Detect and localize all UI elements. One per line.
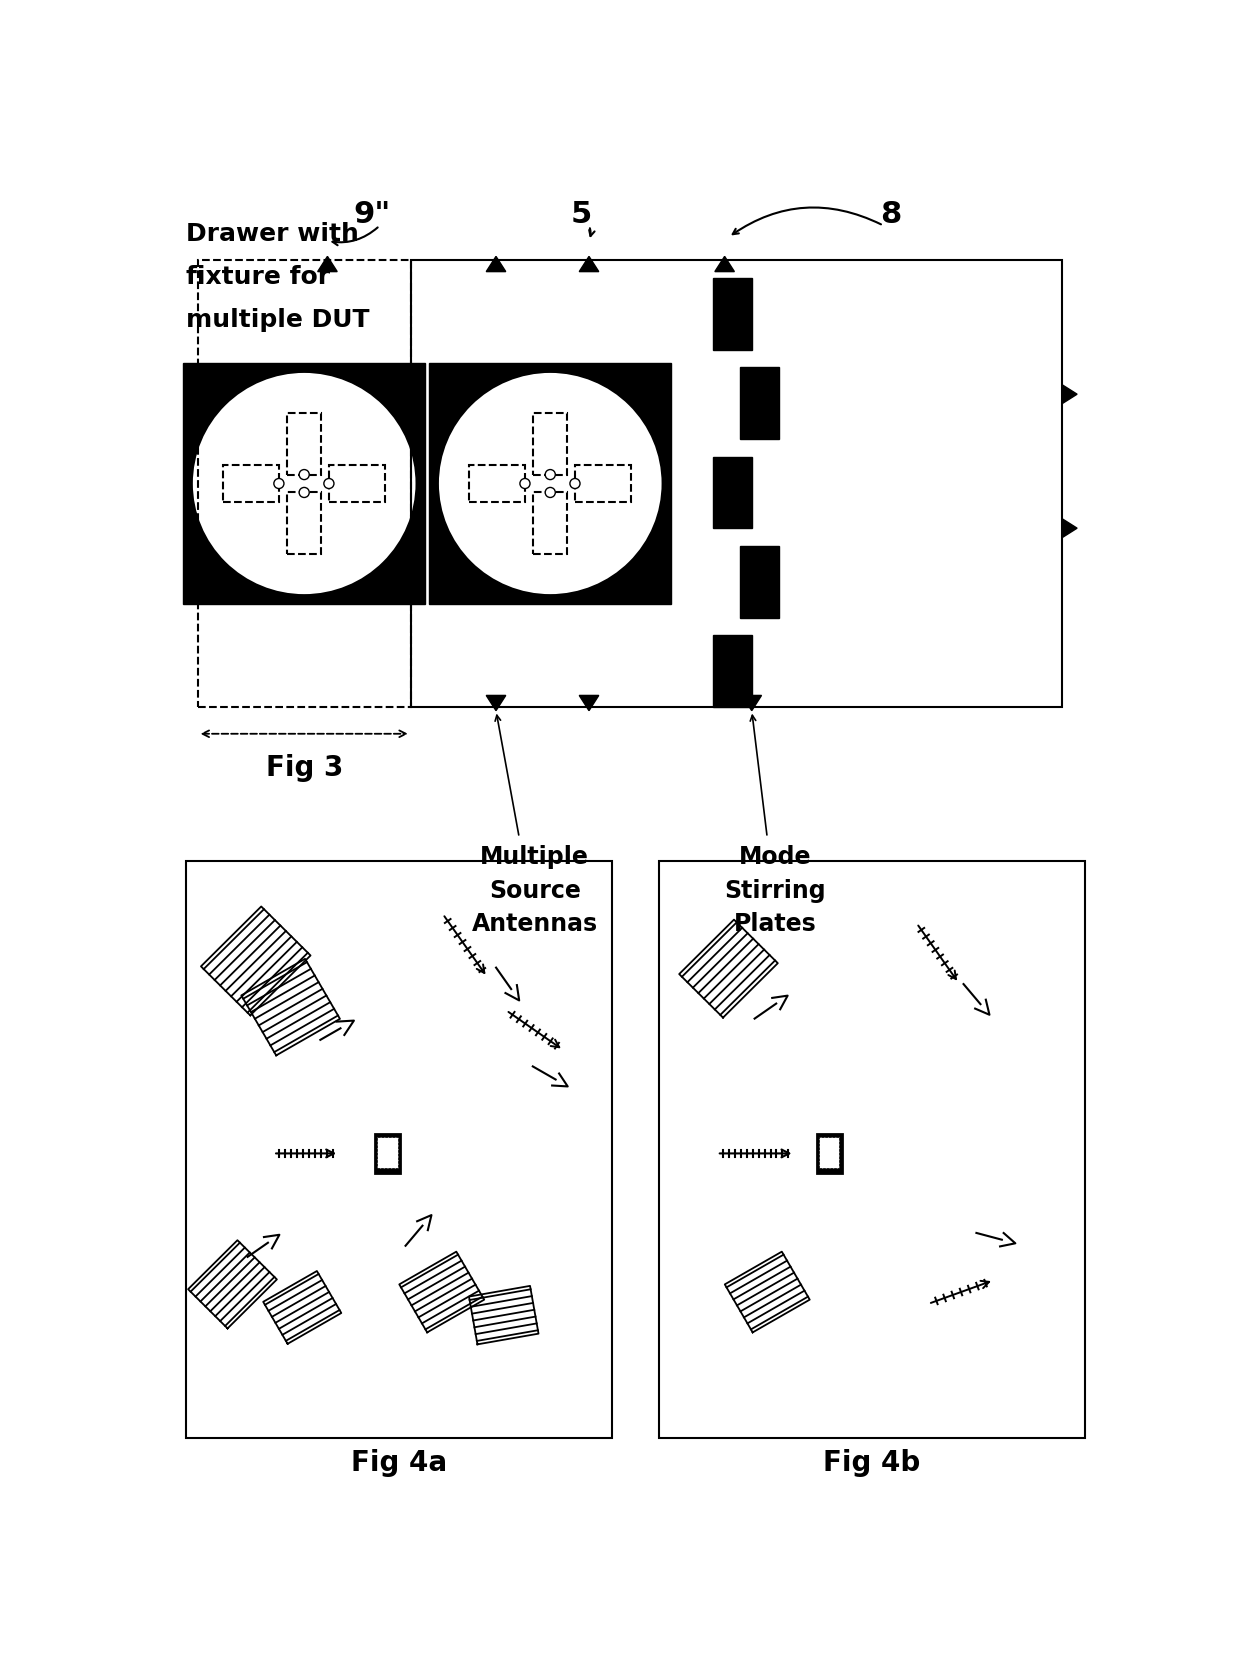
Bar (197, 260, 410, 707)
Bar (186, 861, 613, 1438)
FancyBboxPatch shape (288, 492, 321, 554)
Text: Fig 3: Fig 3 (265, 754, 343, 782)
Bar (740, 545, 779, 617)
Bar (184, 364, 425, 604)
FancyBboxPatch shape (469, 465, 525, 502)
Text: Multiple
Source
Antennas: Multiple Source Antennas (471, 846, 598, 936)
Circle shape (438, 372, 662, 595)
FancyBboxPatch shape (533, 414, 567, 475)
Polygon shape (486, 696, 506, 711)
Circle shape (299, 487, 309, 497)
Bar (820, 1138, 839, 1168)
Text: Mode
Stirring
Plates: Mode Stirring Plates (724, 846, 826, 936)
Polygon shape (742, 696, 761, 711)
Text: Fig 4b: Fig 4b (823, 1449, 920, 1476)
Text: 8: 8 (880, 200, 901, 229)
FancyBboxPatch shape (223, 465, 279, 502)
Bar (713, 636, 751, 707)
Polygon shape (486, 257, 506, 272)
Text: Drawer with
fixture for
multiple DUT: Drawer with fixture for multiple DUT (186, 222, 370, 332)
FancyBboxPatch shape (329, 465, 384, 502)
Polygon shape (579, 696, 599, 711)
Polygon shape (317, 257, 337, 272)
FancyBboxPatch shape (533, 492, 567, 554)
Bar (410, 260, 1061, 707)
Text: 5: 5 (570, 200, 591, 229)
Circle shape (274, 479, 284, 489)
Bar (377, 1138, 398, 1168)
Circle shape (546, 470, 556, 480)
Polygon shape (714, 257, 734, 272)
FancyBboxPatch shape (288, 414, 321, 475)
Bar (429, 364, 671, 604)
Polygon shape (1061, 519, 1078, 537)
Circle shape (520, 479, 529, 489)
Circle shape (299, 470, 309, 480)
Circle shape (570, 479, 580, 489)
Circle shape (546, 487, 556, 497)
Circle shape (192, 372, 417, 595)
Bar (713, 457, 751, 529)
Bar (658, 861, 1085, 1438)
Bar (374, 1134, 399, 1173)
Circle shape (324, 479, 334, 489)
FancyBboxPatch shape (575, 465, 631, 502)
Text: Fig 4a: Fig 4a (351, 1449, 448, 1476)
Bar (740, 367, 779, 439)
Polygon shape (1061, 385, 1078, 404)
Text: 9": 9" (353, 200, 391, 229)
Bar (817, 1134, 842, 1173)
Bar (713, 279, 751, 350)
Polygon shape (579, 257, 599, 272)
